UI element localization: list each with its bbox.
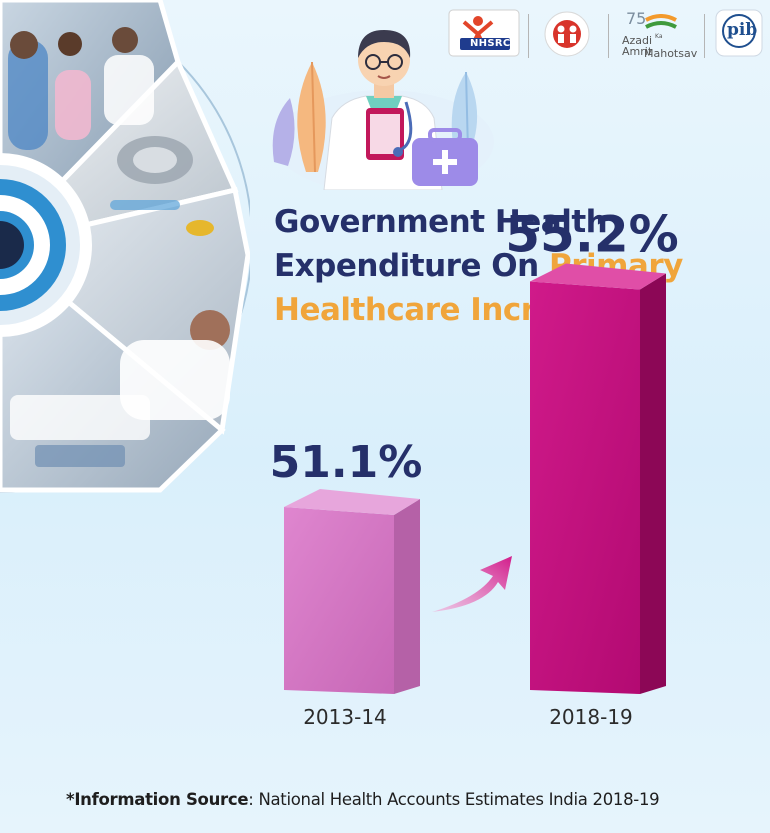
bar-top xyxy=(284,489,420,515)
photo-wheel xyxy=(0,0,250,493)
bar-front xyxy=(530,281,640,694)
nhsrc-logo xyxy=(448,9,520,57)
divider xyxy=(704,14,705,58)
azadi-ka-text: Ka xyxy=(655,33,663,40)
source-text: : National Health Accounts Estimates Ind… xyxy=(248,790,660,809)
pib-logo xyxy=(715,9,763,57)
value-label: 51.1% xyxy=(270,437,423,488)
source-note: *Information Source: National Health Acc… xyxy=(66,790,766,809)
azadi-amrit-text: Amrit xyxy=(622,45,653,58)
bar-front xyxy=(284,507,394,694)
bar-side xyxy=(640,273,666,694)
bar-top xyxy=(530,263,666,290)
bar-2013-14 xyxy=(284,489,420,694)
nhsrc-logo-text: NHSRC xyxy=(470,38,511,49)
azadi-mahotsav-text: Mahotsav xyxy=(644,47,698,60)
azadi-75: 75 xyxy=(626,9,647,28)
source-label: *Information Source xyxy=(66,790,249,809)
flag-swoosh-icon xyxy=(645,14,677,29)
doctor-illustration xyxy=(272,30,494,190)
bar-side xyxy=(394,499,420,694)
bar-2018-19 xyxy=(530,263,666,694)
pib-text: pib xyxy=(727,20,758,40)
title-line-2: Expenditure On xyxy=(274,248,549,284)
divider xyxy=(528,14,529,58)
category-label: 2013-14 xyxy=(303,705,387,729)
value-label: 55.2% xyxy=(505,206,678,264)
logo-strip: NHSRC 75 Azadi Ka Amrit Mahotsav pib xyxy=(448,6,766,62)
title-line-1: Government Health xyxy=(274,204,608,240)
nhm-logo xyxy=(544,11,590,57)
azadi-text: Azadi xyxy=(622,34,653,47)
medical-kit-icon xyxy=(412,128,478,186)
arrow-up-right-icon xyxy=(432,556,512,612)
category-label: 2018-19 xyxy=(549,705,633,729)
divider xyxy=(608,14,609,58)
